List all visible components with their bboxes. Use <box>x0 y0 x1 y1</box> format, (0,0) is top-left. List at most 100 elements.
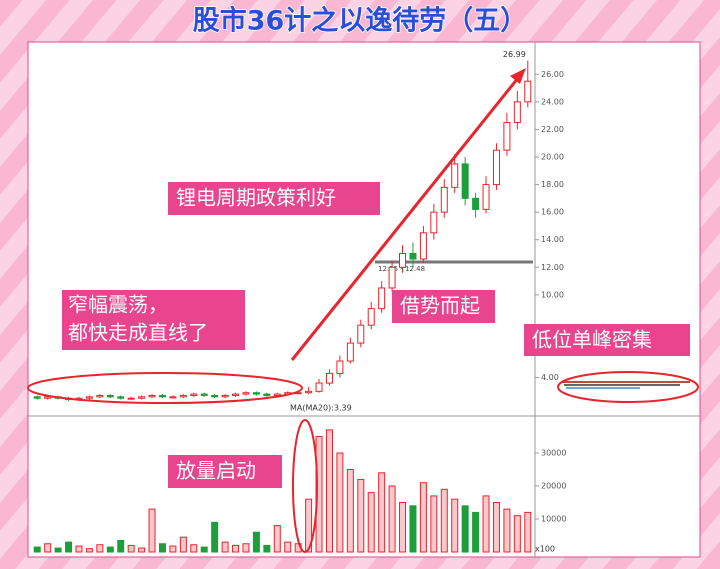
candle-body <box>399 252 407 268</box>
y-tick-label: 14.00 <box>541 235 564 244</box>
volume-bar <box>33 546 41 553</box>
candle-body <box>232 393 240 396</box>
volume-bar <box>451 498 459 553</box>
volume-bar <box>117 539 125 553</box>
candle-body <box>513 101 521 124</box>
volume-bar <box>221 541 229 553</box>
y-tick-label: 12.00 <box>541 263 564 272</box>
max-price-label: 26.99 <box>503 50 526 59</box>
y-tick-label: 30000 <box>541 449 566 458</box>
candle-body <box>451 163 459 188</box>
volume-unit: x100 <box>535 545 555 554</box>
candle-body <box>409 252 417 260</box>
candle-body <box>263 393 271 396</box>
volume-bar <box>96 544 104 553</box>
watermark: 知乎 @神七 <box>592 531 682 551</box>
volume-bar <box>325 429 333 553</box>
candle-body <box>106 394 114 398</box>
candle-body <box>273 393 281 396</box>
annotation-text: 都快走成直线了 <box>68 321 208 345</box>
y-tick-label: 10000 <box>541 515 566 524</box>
y-tick-label: 4.00 <box>541 373 559 382</box>
candle-body <box>346 342 354 362</box>
candle-body <box>169 396 177 399</box>
volume-bar <box>232 544 240 553</box>
volume-bar <box>65 541 73 553</box>
volume-bar <box>346 469 354 553</box>
y-tick-label: 20.00 <box>541 153 564 162</box>
y-tick-label: 26.00 <box>541 70 564 79</box>
volume-bar <box>138 547 146 553</box>
candle-body <box>492 149 500 186</box>
volume-bar <box>524 511 532 553</box>
volume-bar <box>75 545 83 553</box>
volume-bar <box>252 531 260 553</box>
annotation-box <box>168 455 282 488</box>
volume-bar <box>242 543 250 553</box>
chip-distribution <box>562 381 690 389</box>
volume-bar <box>54 547 62 553</box>
volume-bar <box>388 485 396 553</box>
annotation-box <box>168 182 380 215</box>
volume-bar <box>179 536 187 553</box>
candle-body <box>336 360 344 374</box>
candle-body <box>211 394 219 398</box>
annotation-box <box>392 290 495 323</box>
candle-body <box>315 382 323 392</box>
volume-bar <box>127 544 135 553</box>
candle-body <box>33 396 41 399</box>
ellipse <box>292 419 318 553</box>
volume-bar <box>284 541 292 553</box>
y-tick-label: 16.00 <box>541 208 564 217</box>
y-tick-label: 24.00 <box>541 97 564 106</box>
candle-body <box>138 396 146 399</box>
volume-bar <box>367 492 375 553</box>
candle-body <box>378 287 386 310</box>
arrow-head <box>510 68 526 84</box>
volume-bar <box>85 548 93 553</box>
volume-bar <box>419 482 427 553</box>
volume-bar <box>106 546 114 553</box>
candle-body <box>472 197 480 210</box>
candle-body <box>430 211 438 234</box>
volume-bar <box>200 546 208 553</box>
candle-body <box>461 163 469 199</box>
candle-body <box>252 392 260 395</box>
volume-bar <box>440 488 448 553</box>
annotation-box <box>524 324 690 356</box>
candle-body <box>482 184 490 210</box>
volume-bar <box>503 508 511 553</box>
candle-body <box>419 232 427 260</box>
annotation-text: 窄幅震荡， <box>68 293 168 317</box>
ma-label: MA(MA20):3.39 <box>290 404 352 413</box>
annotation-text: 放量启动 <box>176 459 256 483</box>
volume-bar <box>273 525 281 553</box>
candle-body <box>179 394 187 398</box>
volume-bar <box>492 502 500 553</box>
volume-bar <box>461 505 469 553</box>
y-tick-label: 22.00 <box>541 125 564 134</box>
candle-body <box>305 390 313 394</box>
candle-body <box>242 392 250 395</box>
candle-body <box>325 372 333 384</box>
annotation-text: 低位单峰密集 <box>532 328 652 352</box>
y-tick-label: 20000 <box>541 482 566 491</box>
volume-bar <box>399 502 407 553</box>
volume-bar <box>482 495 490 553</box>
candle-body <box>190 393 198 396</box>
candle-body <box>367 308 375 326</box>
annotation-box <box>62 290 245 350</box>
volume-bar <box>158 543 166 553</box>
range-label: 12.25 - 12.48 <box>378 265 425 273</box>
candle-body <box>221 394 229 398</box>
y-tick-label: 18.00 <box>541 180 564 189</box>
volume-bar <box>430 495 438 553</box>
candle-body <box>524 80 532 103</box>
y-tick-label: 10.00 <box>541 290 564 299</box>
annotations: 锂电周期政策利好 窄幅震荡， 都快走成直线了 借势而起 低位单峰密集 放量启动 <box>27 68 699 553</box>
volume-bar <box>378 472 386 553</box>
volume-bar <box>169 545 177 553</box>
volume-bar <box>513 515 521 553</box>
candle-body <box>388 266 396 289</box>
